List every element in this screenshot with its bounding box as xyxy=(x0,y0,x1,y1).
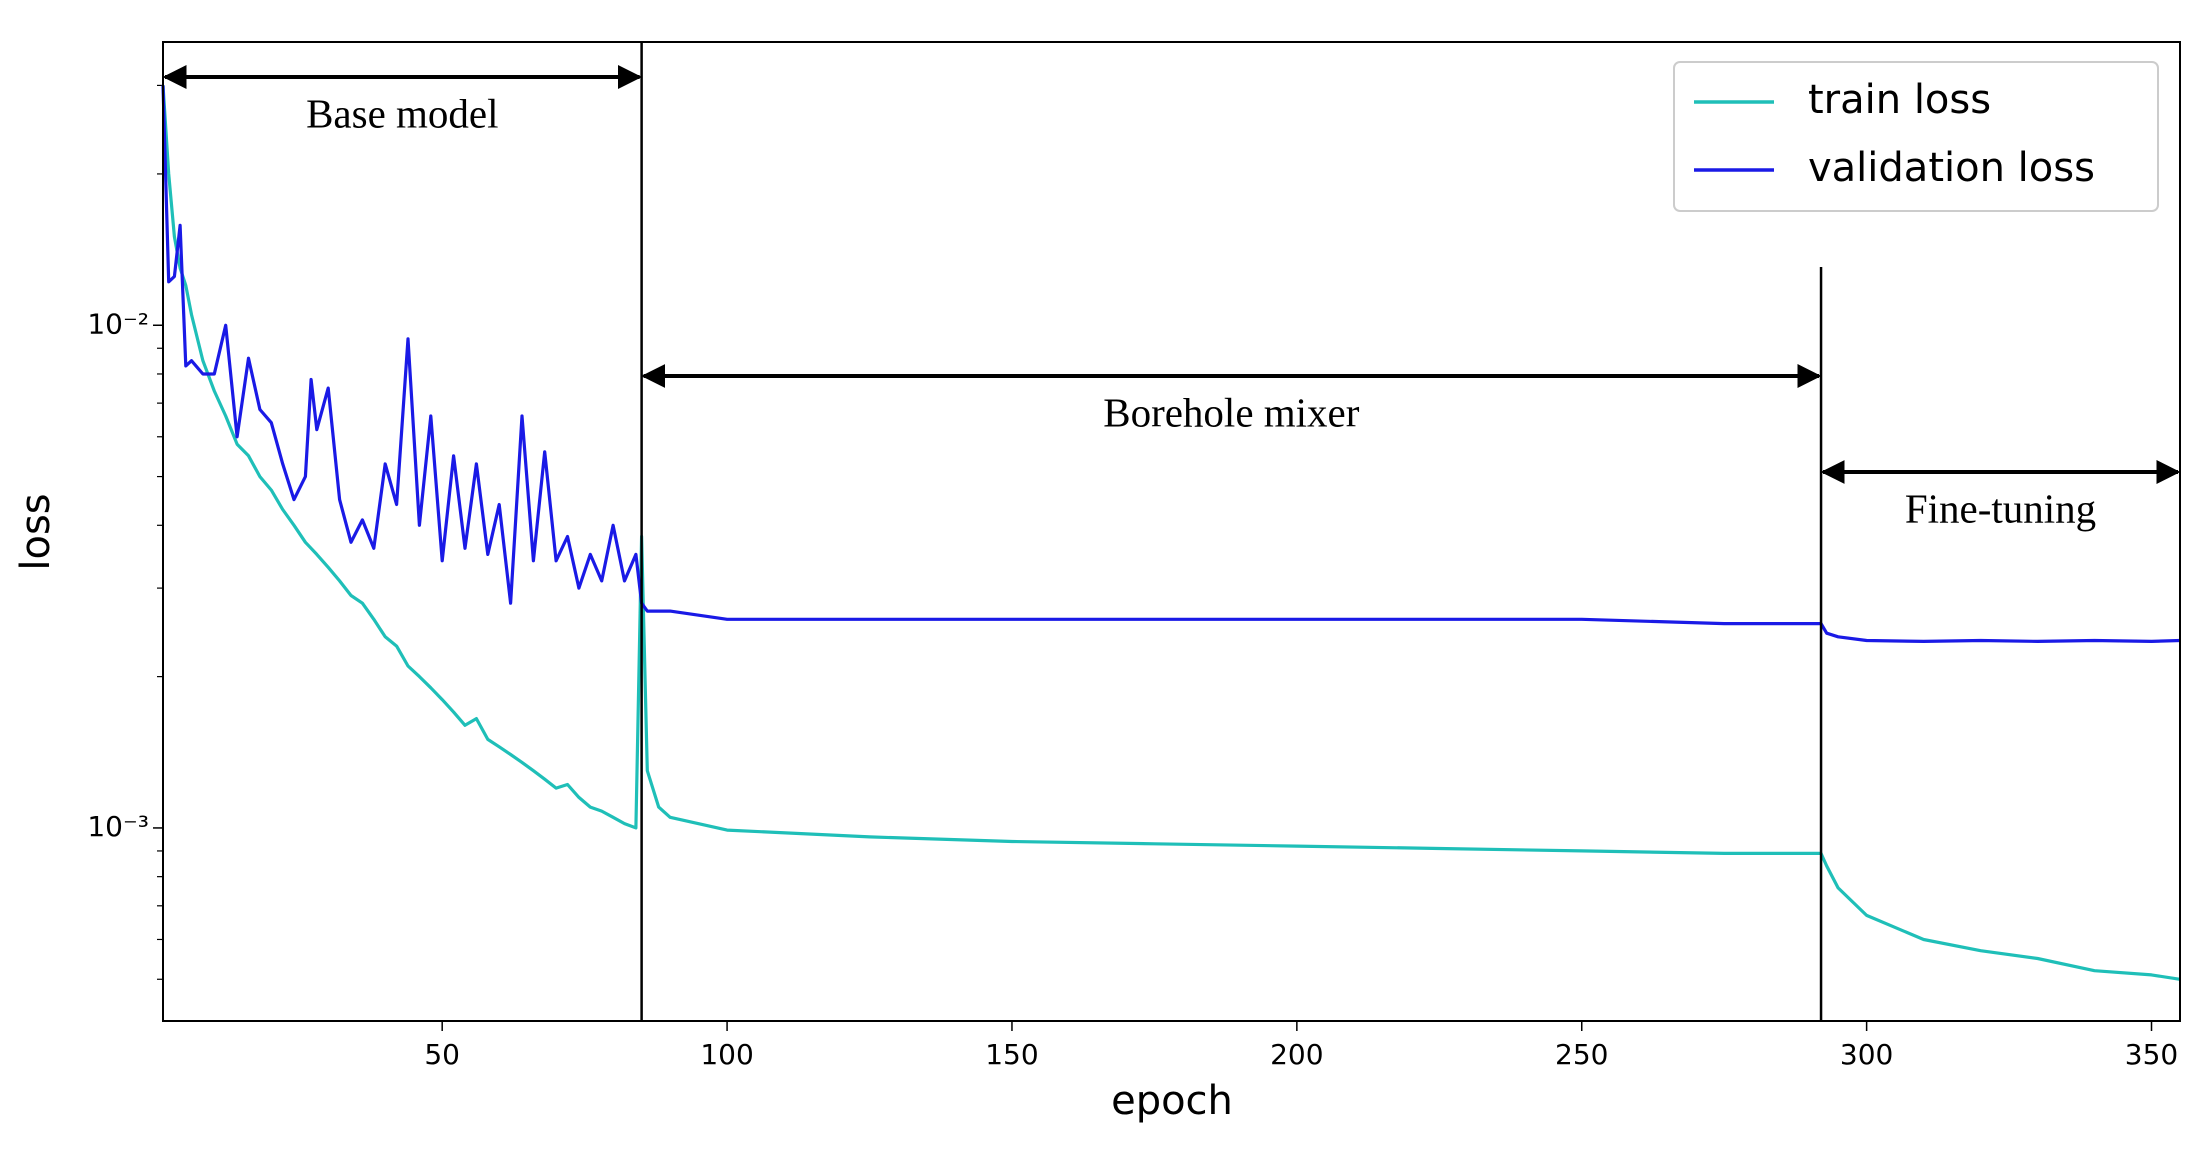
legend-label: train loss xyxy=(1808,77,1991,123)
plot-frame xyxy=(162,41,2181,1022)
legend-box xyxy=(1673,61,2159,212)
x-tick-label: 100 xyxy=(700,1038,753,1071)
x-axis-label: epoch xyxy=(1111,1078,1233,1124)
x-tick-label: 350 xyxy=(2125,1038,2178,1071)
x-tick-label: 250 xyxy=(1555,1038,1608,1071)
phase-label: Borehole mixer xyxy=(1103,389,1360,435)
x-tick-label: 300 xyxy=(1840,1038,1893,1071)
legend-label: validation loss xyxy=(1808,145,2095,191)
y-tick-label: 10⁻² xyxy=(87,307,149,340)
phase-label: Base model xyxy=(306,90,498,136)
y-tick-label: 10⁻³ xyxy=(87,810,149,843)
x-tick-label: 150 xyxy=(985,1038,1038,1071)
phase-label: Fine-tuning xyxy=(1905,485,2096,531)
x-tick-label: 50 xyxy=(424,1038,460,1071)
x-tick-label: 200 xyxy=(1270,1038,1323,1071)
y-axis-label: loss xyxy=(13,493,59,570)
series-line xyxy=(161,85,2181,643)
series-line xyxy=(161,85,2181,981)
